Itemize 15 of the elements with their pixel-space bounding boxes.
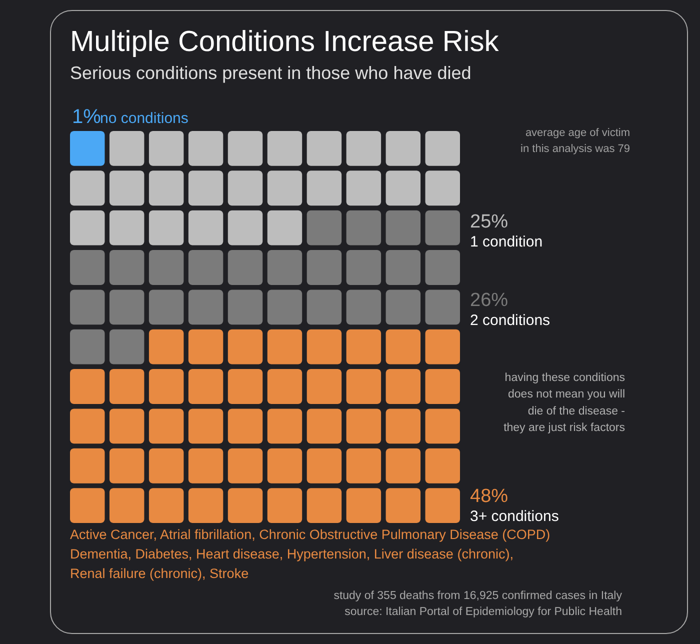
category-label: no conditions (100, 110, 188, 127)
text: Serious conditions present in those who have died (70, 63, 472, 83)
category-label: 2 conditions (470, 312, 550, 329)
source-note: source: Italian Portal of Epidemiology for Public Health (344, 606, 622, 618)
data-label: 25% (470, 211, 508, 232)
data-label: 48% (470, 486, 508, 507)
category-label: 3+ conditions (470, 508, 559, 525)
data-label: 26% (470, 290, 508, 311)
text: having these conditions does not mean you will die of the disease - they are just risk factors (504, 372, 626, 434)
text: Active Cancer, Atrial fibrillation, Chronic Obstructive Pulmonary Disease (COPD) Dementia, Diabetes, Heart disease, Hypertension, Liver disease (chronic), Renal failure (chronic), Stroke (70, 527, 550, 582)
text: study of 355 deaths from 16,925 confirmed cases in Italy (334, 590, 622, 602)
category-label: 1 condition (470, 233, 543, 250)
text: Multiple Conditions Increase Risk (70, 26, 500, 58)
data-label: 1% (72, 106, 102, 128)
text: average age of victim in this analysis was 79 (520, 127, 630, 155)
